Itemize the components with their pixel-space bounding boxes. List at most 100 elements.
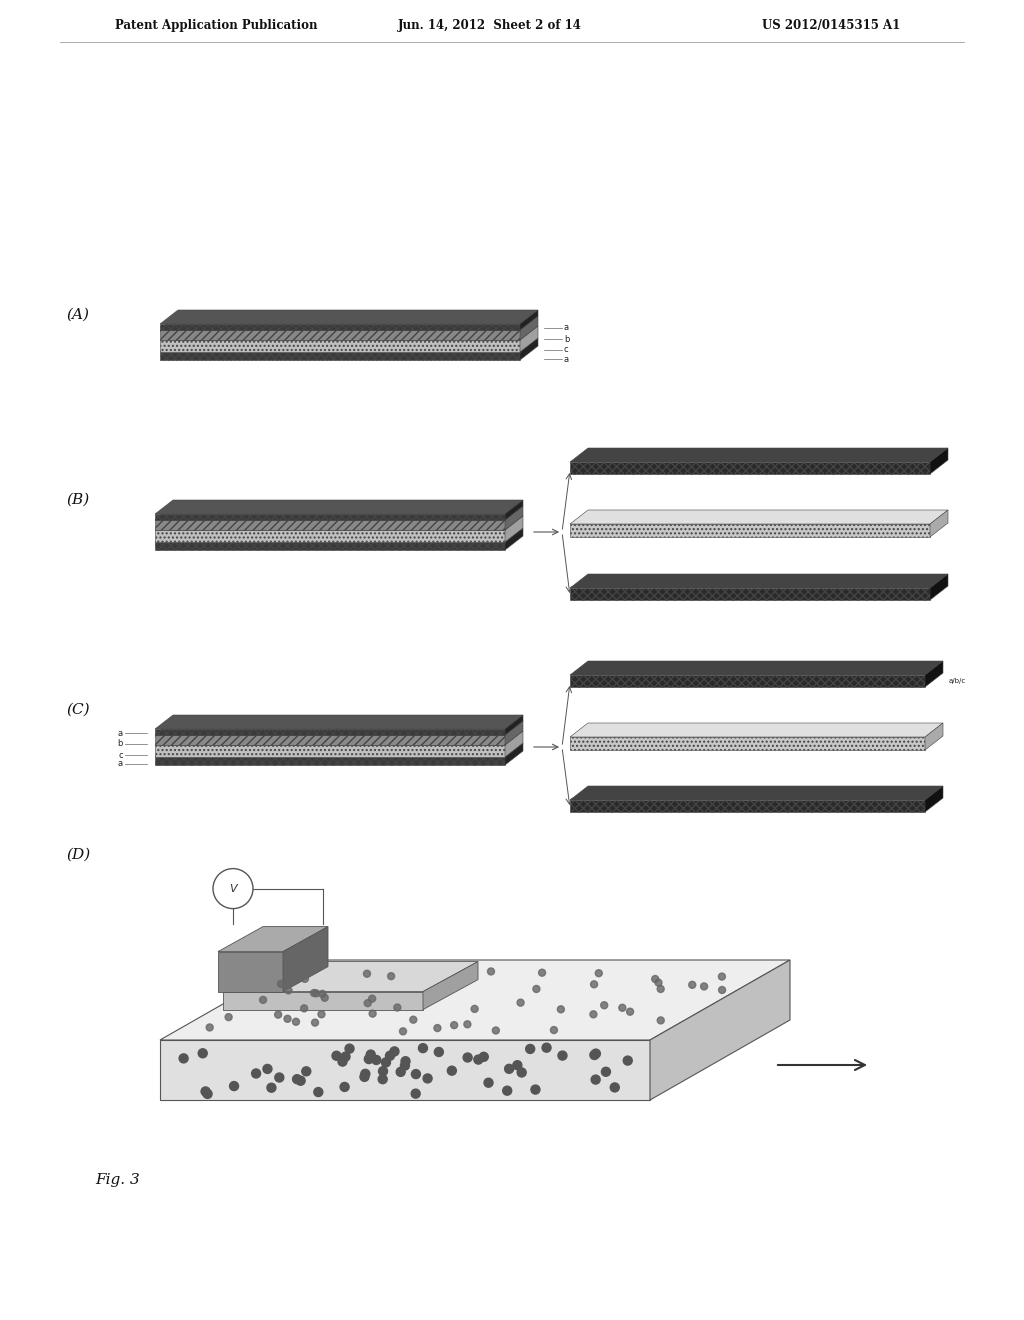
Polygon shape	[155, 520, 505, 531]
Text: V: V	[229, 883, 237, 894]
Circle shape	[558, 1051, 567, 1060]
Text: c: c	[564, 346, 568, 355]
Polygon shape	[155, 715, 523, 729]
Text: US 2012/0145315 A1: US 2012/0145315 A1	[762, 18, 900, 32]
Polygon shape	[505, 516, 523, 543]
Circle shape	[225, 1014, 232, 1020]
Polygon shape	[160, 330, 520, 341]
Circle shape	[284, 1015, 291, 1022]
Circle shape	[471, 1006, 478, 1012]
Text: c: c	[119, 751, 123, 759]
Circle shape	[365, 1055, 374, 1064]
Polygon shape	[155, 744, 505, 756]
Circle shape	[293, 1074, 302, 1084]
Polygon shape	[570, 574, 948, 587]
Circle shape	[312, 990, 319, 997]
Circle shape	[487, 968, 495, 975]
Circle shape	[340, 1082, 349, 1092]
Circle shape	[493, 1027, 500, 1034]
Circle shape	[517, 1068, 526, 1077]
Text: a: a	[564, 355, 569, 363]
Polygon shape	[925, 785, 943, 812]
Circle shape	[381, 1057, 390, 1067]
Polygon shape	[155, 721, 523, 735]
Polygon shape	[155, 531, 505, 543]
Polygon shape	[223, 991, 423, 1010]
Polygon shape	[505, 721, 523, 744]
Circle shape	[591, 981, 598, 987]
Circle shape	[591, 1074, 600, 1084]
Circle shape	[451, 1022, 458, 1028]
Polygon shape	[160, 310, 538, 323]
Circle shape	[505, 1064, 514, 1073]
Circle shape	[296, 1076, 305, 1085]
Text: Fig. 3: Fig. 3	[95, 1173, 139, 1187]
Circle shape	[689, 981, 695, 989]
Circle shape	[657, 986, 665, 993]
Polygon shape	[155, 516, 523, 531]
Text: (D): (D)	[66, 847, 90, 862]
Circle shape	[719, 973, 725, 979]
Circle shape	[601, 1068, 610, 1076]
Polygon shape	[505, 500, 523, 520]
Text: a: a	[118, 729, 123, 738]
Text: (C): (C)	[67, 704, 90, 717]
Circle shape	[610, 1082, 620, 1092]
Text: Jun. 14, 2012  Sheet 2 of 14: Jun. 14, 2012 Sheet 2 of 14	[398, 18, 582, 32]
Circle shape	[434, 1048, 443, 1056]
Circle shape	[345, 1044, 354, 1053]
Polygon shape	[520, 315, 538, 341]
Polygon shape	[218, 952, 283, 991]
Text: Patent Application Publication: Patent Application Publication	[115, 18, 317, 32]
Circle shape	[590, 1051, 599, 1060]
Polygon shape	[155, 543, 505, 550]
Circle shape	[332, 1051, 341, 1060]
Circle shape	[290, 969, 297, 977]
Polygon shape	[570, 524, 930, 537]
Circle shape	[474, 1055, 483, 1064]
Polygon shape	[283, 927, 328, 991]
Polygon shape	[155, 500, 523, 513]
Circle shape	[301, 975, 308, 982]
Polygon shape	[570, 737, 925, 750]
Circle shape	[655, 979, 662, 986]
Polygon shape	[570, 587, 930, 601]
Polygon shape	[155, 506, 523, 520]
Circle shape	[447, 1067, 457, 1076]
Text: (B): (B)	[67, 492, 90, 507]
Circle shape	[379, 1067, 387, 1076]
Polygon shape	[160, 352, 520, 360]
Polygon shape	[505, 528, 523, 550]
Circle shape	[551, 1027, 557, 1034]
Polygon shape	[155, 528, 523, 543]
Circle shape	[338, 1057, 347, 1067]
Text: a: a	[564, 323, 569, 333]
Circle shape	[557, 1006, 564, 1012]
Polygon shape	[155, 735, 505, 744]
Circle shape	[311, 1019, 318, 1026]
Polygon shape	[505, 715, 523, 735]
Text: b: b	[564, 334, 569, 343]
Polygon shape	[570, 723, 943, 737]
Polygon shape	[930, 447, 948, 474]
Polygon shape	[925, 723, 943, 750]
Circle shape	[378, 1074, 387, 1084]
Circle shape	[595, 970, 602, 977]
Circle shape	[313, 1088, 323, 1097]
Polygon shape	[160, 1040, 650, 1100]
Circle shape	[399, 1028, 407, 1035]
Circle shape	[434, 1024, 441, 1031]
Circle shape	[360, 1072, 369, 1081]
Polygon shape	[505, 731, 523, 756]
Circle shape	[278, 981, 285, 987]
Polygon shape	[570, 675, 925, 686]
Circle shape	[179, 1053, 188, 1063]
Circle shape	[310, 990, 317, 997]
Circle shape	[206, 1024, 213, 1031]
Circle shape	[274, 1073, 284, 1082]
Circle shape	[302, 1067, 310, 1076]
Polygon shape	[570, 785, 943, 800]
Circle shape	[322, 994, 329, 1002]
Circle shape	[525, 1044, 535, 1053]
Circle shape	[412, 1089, 420, 1098]
